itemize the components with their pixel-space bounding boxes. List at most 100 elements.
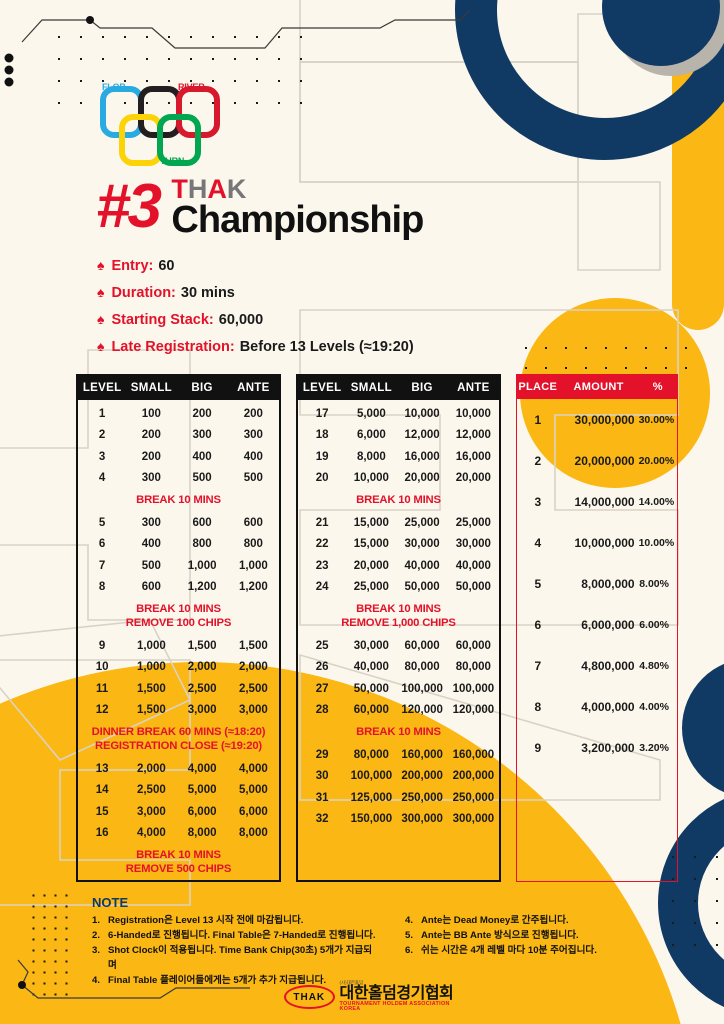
column-header-place: PLACE: [518, 381, 558, 393]
column-header-big: BIG: [191, 382, 213, 394]
cell-small: 300: [141, 516, 161, 529]
cell-amount: 3,200,000: [581, 740, 635, 755]
title-championship: Championship: [171, 199, 424, 241]
note-number: 2.: [92, 930, 101, 941]
info-row-late-registration: ♠ Late Registration: Before 13 Levels (≈…: [97, 339, 414, 355]
cell-ante: 1,000: [238, 559, 268, 572]
cell-small: 40,000: [353, 661, 389, 674]
cell-amount: 30,000,000: [574, 412, 635, 427]
note-column-left: 1. Registration은 Level 13 시작 전에 마감됩니다. 2. 6…: [92, 913, 379, 988]
logo-korean-name: 대한홀덤경기협회: [339, 984, 454, 1002]
table-row: 6 400 800 800: [78, 534, 279, 556]
cell-small: 200: [141, 429, 161, 442]
note-number: 5.: [405, 930, 414, 941]
column-header-amount: AMOUNT: [573, 381, 624, 393]
cell-place: 8: [534, 699, 542, 714]
cell-ante: 8,000: [238, 827, 268, 840]
gray-circle-decoration: [612, 0, 724, 76]
column-header-small: SMALL: [130, 382, 172, 394]
cell-place: 2: [534, 453, 542, 468]
cell-level: 21: [315, 516, 329, 529]
cell-place: 7: [534, 658, 542, 673]
break-text: REGISTRATION CLOSE (≈19:20): [95, 740, 262, 752]
cell-place: 3: [534, 494, 542, 509]
cell-big: 2,500: [187, 682, 217, 695]
cell-percent: 30.00%: [638, 413, 675, 426]
blind-structure-table-b: LEVEL SMALL BIG ANTE 17 5,000 10,000 10,000…: [296, 374, 501, 882]
column-header-big: BIG: [411, 382, 433, 394]
cell-place: 9: [534, 740, 542, 755]
cell-small: 500: [141, 559, 161, 572]
cell-big: 60,000: [404, 639, 440, 652]
column-header-percent: %: [652, 381, 663, 393]
spade-icon: ♠: [97, 338, 105, 354]
cell-ante: 160,000: [452, 748, 495, 761]
cell-small: 2,000: [136, 762, 166, 775]
note-item: 4. Ante는 Dead Money로 간주됩니다.: [405, 913, 692, 928]
payout-row: 7 4,800,000 4.80%: [517, 645, 677, 686]
table-row: 9 1,000 1,500 1,500: [78, 635, 279, 657]
cell-big: 2,000: [187, 661, 217, 674]
cell-big: 800: [192, 538, 212, 551]
cell-ante: 200,000: [452, 770, 495, 783]
cell-ante: 1,500: [238, 639, 268, 652]
table-row: 30 100,000 200,000 200,000: [298, 766, 499, 788]
info-value-late-registration: Before 13 Levels (≈19:20): [239, 339, 414, 355]
info-value-starting-stack: 60,000: [218, 312, 264, 328]
cell-small: 60,000: [353, 704, 389, 717]
page-title: #3 THAK Championship: [96, 176, 424, 241]
table-row: 1 100 200 200: [78, 403, 279, 425]
info-label-starting-stack: Starting Stack:: [111, 312, 214, 328]
cell-small: 4,000: [136, 827, 166, 840]
break-text: BREAK 10 MINS: [136, 494, 221, 506]
cell-big: 12,000: [404, 429, 440, 442]
cell-small: 1,000: [136, 661, 166, 674]
cell-level: 16: [95, 827, 109, 840]
cell-small: 30,000: [353, 639, 389, 652]
ring-label-river: RIVER: [178, 82, 205, 92]
cell-ante: 40,000: [455, 559, 491, 572]
table-row: 26 40,000 80,000 80,000: [298, 657, 499, 679]
cell-big: 1,500: [187, 639, 217, 652]
table-header-row: LEVEL SMALL BIG ANTE: [78, 376, 279, 400]
logo-tagline: (사)대한홀덤: [339, 980, 364, 986]
table-row: 12 1,500 3,000 3,000: [78, 700, 279, 722]
cell-big: 600: [192, 516, 212, 529]
dot-grid-left-decoration: [28, 890, 72, 998]
cell-big: 200: [192, 407, 212, 420]
payout-row: 9 3,200,000 3.20%: [517, 727, 677, 768]
info-label-duration: Duration:: [111, 285, 176, 301]
cell-big: 250,000: [401, 791, 443, 804]
cell-small: 200: [141, 450, 161, 463]
cell-ante: 10,000: [455, 407, 491, 420]
cell-big: 300,000: [401, 813, 443, 826]
break-text: DINNER BREAK 60 MINS (≈18:20): [91, 726, 266, 738]
cell-level: 5: [98, 516, 106, 529]
column-header-ante: ANTE: [237, 382, 270, 394]
cell-big: 6,000: [187, 805, 217, 818]
cell-big: 400: [192, 450, 212, 463]
cell-ante: 120,000: [452, 704, 495, 717]
cell-level: 1: [98, 407, 106, 420]
cell-big: 1,000: [187, 559, 217, 572]
cell-level: 20: [315, 472, 329, 485]
note-text: Final Table 플레이어들에게는 5개가 추가 지급됩니다.: [108, 975, 327, 986]
cell-amount: 8,000,000: [581, 576, 635, 591]
spade-icon: ♠: [97, 311, 105, 327]
cell-amount: 4,000,000: [581, 699, 635, 714]
cell-percent: 3.20%: [639, 741, 669, 754]
table-header-row: LEVEL SMALL BIG ANTE: [298, 376, 499, 400]
cell-small: 300: [141, 472, 161, 485]
table-row: 10 1,000 2,000 2,000: [78, 657, 279, 679]
cell-ante: 12,000: [455, 429, 491, 442]
cell-small: 125,000: [350, 791, 393, 804]
cell-place: 6: [534, 617, 542, 632]
note-number: 4.: [92, 975, 101, 986]
cell-level: 22: [315, 538, 329, 551]
cell-percent: 4.00%: [639, 700, 669, 713]
cell-small: 3,000: [136, 805, 166, 818]
cell-amount: 6,000,000: [581, 617, 635, 632]
break-text: BREAK 10 MINS: [136, 603, 221, 615]
payout-row: 6 6,000,000 6.00%: [517, 604, 677, 645]
note-text: 쉬는 시간은 4개 레벨 마다 10분 주어집니다.: [421, 945, 597, 956]
